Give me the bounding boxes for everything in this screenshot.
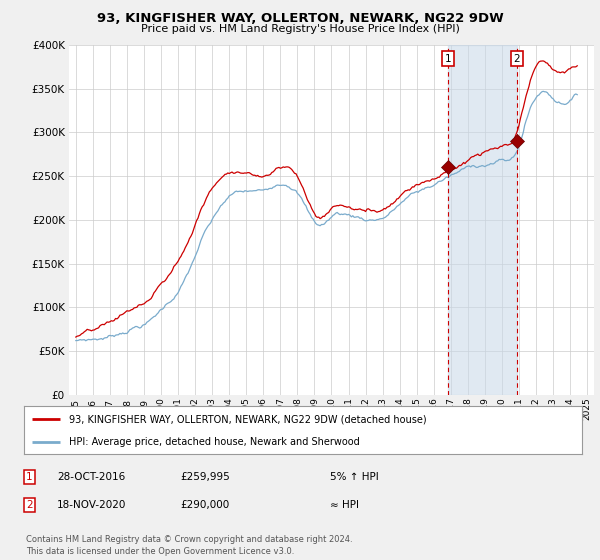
Text: 1: 1 bbox=[26, 472, 32, 482]
Text: Contains HM Land Registry data © Crown copyright and database right 2024.
This d: Contains HM Land Registry data © Crown c… bbox=[26, 535, 352, 556]
Bar bbox=[448, 45, 517, 395]
Text: ≈ HPI: ≈ HPI bbox=[330, 500, 359, 510]
Text: 1: 1 bbox=[445, 54, 451, 64]
Text: 5% ↑ HPI: 5% ↑ HPI bbox=[330, 472, 379, 482]
Text: 18-NOV-2020: 18-NOV-2020 bbox=[57, 500, 127, 510]
Text: 28-OCT-2016: 28-OCT-2016 bbox=[57, 472, 125, 482]
Text: 93, KINGFISHER WAY, OLLERTON, NEWARK, NG22 9DW (detached house): 93, KINGFISHER WAY, OLLERTON, NEWARK, NG… bbox=[68, 414, 426, 424]
Text: HPI: Average price, detached house, Newark and Sherwood: HPI: Average price, detached house, Newa… bbox=[68, 437, 359, 447]
Text: Price paid vs. HM Land Registry's House Price Index (HPI): Price paid vs. HM Land Registry's House … bbox=[140, 24, 460, 34]
Text: 2: 2 bbox=[514, 54, 520, 64]
Text: £290,000: £290,000 bbox=[180, 500, 229, 510]
Text: £259,995: £259,995 bbox=[180, 472, 230, 482]
Text: 93, KINGFISHER WAY, OLLERTON, NEWARK, NG22 9DW: 93, KINGFISHER WAY, OLLERTON, NEWARK, NG… bbox=[97, 12, 503, 25]
Text: 2: 2 bbox=[26, 500, 32, 510]
